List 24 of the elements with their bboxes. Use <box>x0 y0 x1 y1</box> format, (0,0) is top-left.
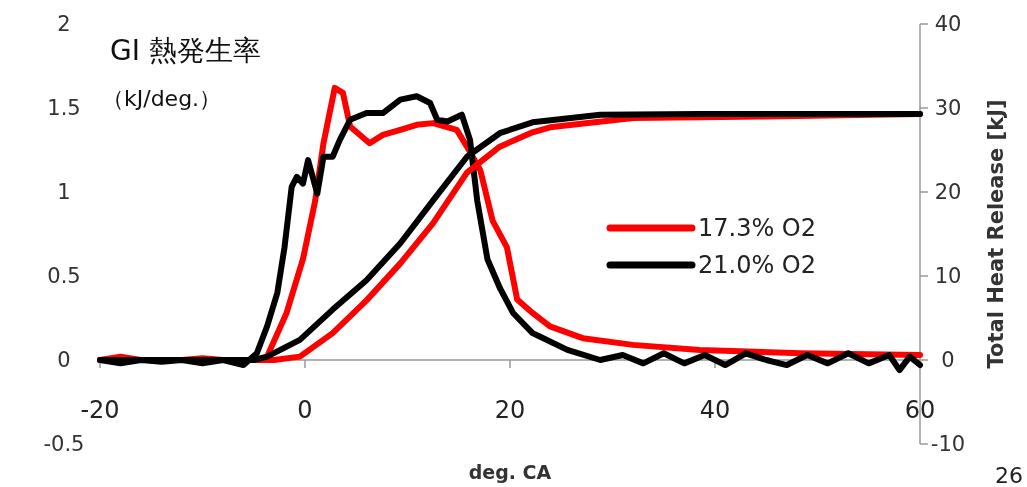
y-tick-label: 0 <box>57 348 71 373</box>
chart-title: GI 熱発生率 <box>110 34 261 67</box>
y-tick-label: 1 <box>57 180 71 205</box>
x-axis-title: deg. CA <box>468 461 552 483</box>
legend-label: 21.0% O2 <box>698 251 817 280</box>
x-tick-label: 0 <box>297 396 313 425</box>
y-tick-label: 0.5 <box>47 264 81 289</box>
y2-tick-label: -10 <box>930 432 966 457</box>
y-tick-label: 2 <box>57 12 71 37</box>
text: 26 <box>995 463 1023 487</box>
y2-tick-label: 40 <box>934 12 962 37</box>
y-tick-label: -0.5 <box>43 432 85 457</box>
legend-label: 17.3% O2 <box>698 214 817 243</box>
x-tick-label: 40 <box>699 396 731 425</box>
y2-tick-label: 20 <box>934 180 962 205</box>
y-tick-label: 1.5 <box>47 96 81 121</box>
x-tick-label: 60 <box>904 396 936 425</box>
text: （kJ/deg.） <box>102 86 222 111</box>
x-tick-label: 20 <box>494 396 526 425</box>
y2-tick-label: 0 <box>941 348 955 373</box>
y2-axis-title: Total Heat Release [kJ] <box>984 99 1008 369</box>
y2-tick-label: 30 <box>934 96 962 121</box>
y2-tick-label: 10 <box>934 264 962 289</box>
x-tick-label: -20 <box>80 396 120 425</box>
